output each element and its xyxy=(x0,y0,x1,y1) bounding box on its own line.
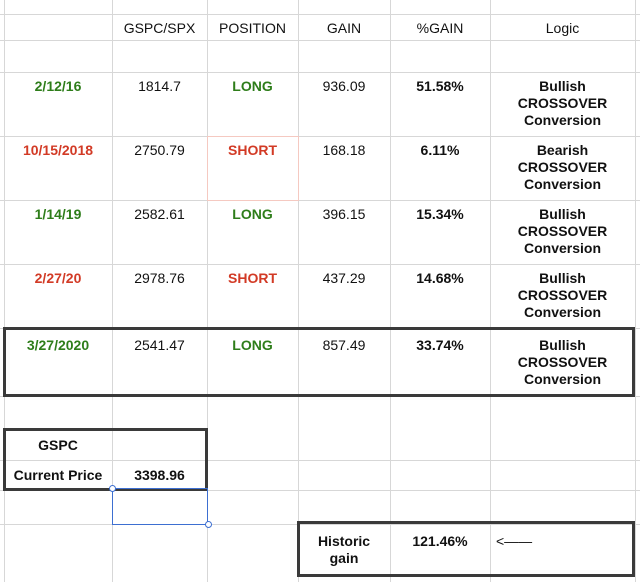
highlight-box-historic xyxy=(297,521,635,577)
logic-line: Bullish xyxy=(539,337,586,353)
arrow-annotation[interactable]: <—— xyxy=(496,533,533,549)
pct-gain-cell[interactable]: 6.11% xyxy=(420,142,460,158)
grid-line xyxy=(0,200,640,201)
highlight-box-current-price xyxy=(3,428,208,491)
logic-cell[interactable]: Bullish CROSSOVER Conversion xyxy=(490,337,635,388)
grid-line xyxy=(298,0,299,582)
logic-cell[interactable]: Bullish CROSSOVER Conversion xyxy=(490,206,635,257)
grid-line xyxy=(207,0,208,582)
current-price-label[interactable]: Current Price xyxy=(13,467,103,483)
gain-cell[interactable]: 936.09 xyxy=(322,78,366,94)
logic-line: Bullish xyxy=(539,206,586,222)
symbol-cell[interactable]: GSPC xyxy=(38,437,78,453)
highlighted-cell xyxy=(207,136,299,201)
price-cell[interactable]: 2978.76 xyxy=(134,270,185,286)
header-gain[interactable]: GAIN xyxy=(326,20,362,36)
logic-line: CROSSOVER xyxy=(517,95,608,111)
header-position[interactable]: POSITION xyxy=(219,20,286,36)
gain-cell[interactable]: 437.29 xyxy=(322,270,366,286)
position-cell[interactable]: SHORT xyxy=(228,142,277,158)
grid-line xyxy=(0,524,640,525)
logic-line: CROSSOVER xyxy=(517,159,608,175)
grid-line xyxy=(0,72,640,73)
logic-line: Conversion xyxy=(523,240,601,256)
logic-line: Conversion xyxy=(523,371,601,387)
logic-line: CROSSOVER xyxy=(517,354,608,370)
historic-gain-label[interactable]: Historic gain xyxy=(298,533,390,567)
date-cell[interactable]: 2/12/16 xyxy=(34,78,82,94)
historic-label-line: gain xyxy=(329,550,359,566)
price-cell[interactable]: 2582.61 xyxy=(134,206,185,222)
date-cell[interactable]: 2/27/20 xyxy=(34,270,82,286)
header-logic[interactable]: Logic xyxy=(545,20,580,36)
grid-line xyxy=(112,0,113,582)
position-cell[interactable]: SHORT xyxy=(228,270,277,286)
highlight-box-row xyxy=(3,327,635,397)
grid-line xyxy=(0,136,640,137)
historic-label-line: Historic xyxy=(317,533,371,549)
logic-line: Conversion xyxy=(523,176,601,192)
date-cell[interactable]: 10/15/2018 xyxy=(22,142,94,158)
logic-cell[interactable]: Bearish CROSSOVER Conversion xyxy=(490,142,635,193)
grid-line xyxy=(0,14,640,15)
selection-handle[interactable] xyxy=(109,485,116,492)
gain-cell[interactable]: 857.49 xyxy=(322,337,366,353)
grid-line xyxy=(0,490,640,491)
logic-line: Bullish xyxy=(539,78,586,94)
pct-gain-cell[interactable]: 15.34% xyxy=(416,206,464,222)
date-cell[interactable]: 3/27/2020 xyxy=(26,337,90,353)
cell-selection[interactable] xyxy=(112,488,208,525)
position-cell[interactable]: LONG xyxy=(232,78,273,94)
grid-line xyxy=(4,0,5,582)
logic-line: Conversion xyxy=(523,112,601,128)
logic-line: Conversion xyxy=(523,304,601,320)
grid-line xyxy=(490,0,491,582)
historic-gain-value[interactable]: 121.46% xyxy=(412,533,468,549)
logic-cell[interactable]: Bullish CROSSOVER Conversion xyxy=(490,270,635,321)
grid-line xyxy=(0,40,640,41)
grid-line xyxy=(0,264,640,265)
selection-handle[interactable] xyxy=(205,521,212,528)
logic-line: Bearish xyxy=(536,142,589,158)
header-gspc-spx[interactable]: GSPC/SPX xyxy=(123,20,196,36)
gain-cell[interactable]: 168.18 xyxy=(322,142,366,158)
price-cell[interactable]: 2750.79 xyxy=(134,142,185,158)
grid-line xyxy=(390,0,391,582)
grid-line xyxy=(635,0,636,582)
logic-line: Bullish xyxy=(539,270,586,286)
current-price-value[interactable]: 3398.96 xyxy=(134,467,185,483)
logic-cell[interactable]: Bullish CROSSOVER Conversion xyxy=(490,78,635,129)
pct-gain-cell[interactable]: 51.58% xyxy=(416,78,464,94)
position-cell[interactable]: LONG xyxy=(232,337,273,353)
price-cell[interactable]: 1814.7 xyxy=(138,78,181,94)
pct-gain-cell[interactable]: 33.74% xyxy=(416,337,464,353)
header-pct-gain[interactable]: %GAIN xyxy=(416,20,464,36)
price-cell[interactable]: 2541.47 xyxy=(134,337,185,353)
grid-line xyxy=(0,460,640,461)
pct-gain-cell[interactable]: 14.68% xyxy=(416,270,464,286)
logic-line: CROSSOVER xyxy=(517,223,608,239)
position-cell[interactable]: LONG xyxy=(232,206,273,222)
date-cell[interactable]: 1/14/19 xyxy=(34,206,82,222)
logic-line: CROSSOVER xyxy=(517,287,608,303)
gain-cell[interactable]: 396.15 xyxy=(322,206,366,222)
